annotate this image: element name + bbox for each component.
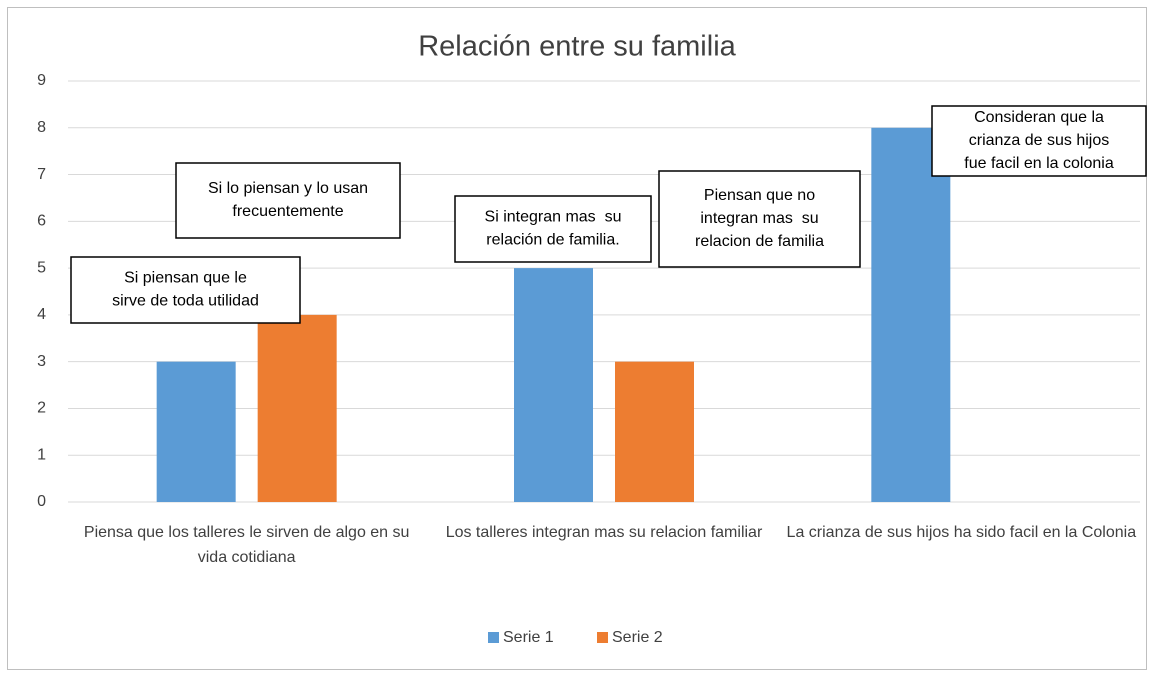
x-tick-label: Piensa que los talleres le sirven de alg… [83, 524, 410, 566]
legend-swatch [597, 632, 608, 643]
x-tick-label-box: Piensa que los talleres le sirven de alg… [83, 524, 410, 566]
y-tick-label: 3 [37, 353, 46, 370]
bar [615, 361, 694, 502]
annotation-box [454, 195, 652, 263]
y-tick-label: 1 [37, 446, 46, 463]
annotation-text: crianza de sus hijos [969, 132, 1110, 149]
annotation-text: Si lo piensan y lo usan [208, 180, 368, 197]
x-tick-label-box: Los talleres integran mas su relacion fa… [445, 524, 763, 541]
chart-title: Relación entre su familia [418, 31, 736, 63]
y-tick-label: 4 [37, 306, 46, 323]
bar [156, 361, 236, 502]
legend-swatch [488, 632, 499, 643]
annotation-box [931, 105, 1147, 177]
legend-label: Serie 1 [503, 629, 554, 646]
bar [257, 314, 337, 502]
annotation-text: integran mas su [700, 210, 818, 227]
y-tick-label: 7 [37, 166, 46, 183]
annotation-text: fue facil en la colonia [964, 155, 1114, 172]
annotation-box [175, 162, 401, 239]
annotation-text: sirve de toda utilidad [112, 293, 259, 310]
annotation-box [70, 256, 301, 324]
y-tick-label: 6 [37, 213, 46, 230]
legend-label: Serie 2 [612, 629, 663, 646]
y-tick-label: 0 [37, 493, 46, 510]
y-tick-label: 2 [37, 400, 46, 417]
annotation-box [658, 170, 861, 268]
y-tick-label: 5 [37, 259, 46, 276]
y-tick-label: 8 [37, 119, 46, 136]
x-tick-label: La crianza de sus hijos ha sido facil en… [786, 524, 1137, 541]
bar [871, 127, 951, 503]
annotation-text: relación de familia. [486, 232, 619, 249]
annotation-text: Si piensan que le [124, 270, 247, 287]
annotation-text: frecuentemente [232, 203, 343, 220]
annotation-text: relacion de familia [695, 233, 824, 250]
annotation-text: Piensan que no [704, 187, 815, 204]
y-tick-label: 9 [37, 72, 46, 89]
annotation-text: Si integran mas su [485, 209, 622, 226]
x-tick-label-box: La crianza de sus hijos ha sido facil en… [786, 524, 1137, 541]
annotation-text: Consideran que la [974, 109, 1104, 126]
x-tick-label: Los talleres integran mas su relacion fa… [445, 524, 763, 541]
bar [514, 268, 593, 502]
